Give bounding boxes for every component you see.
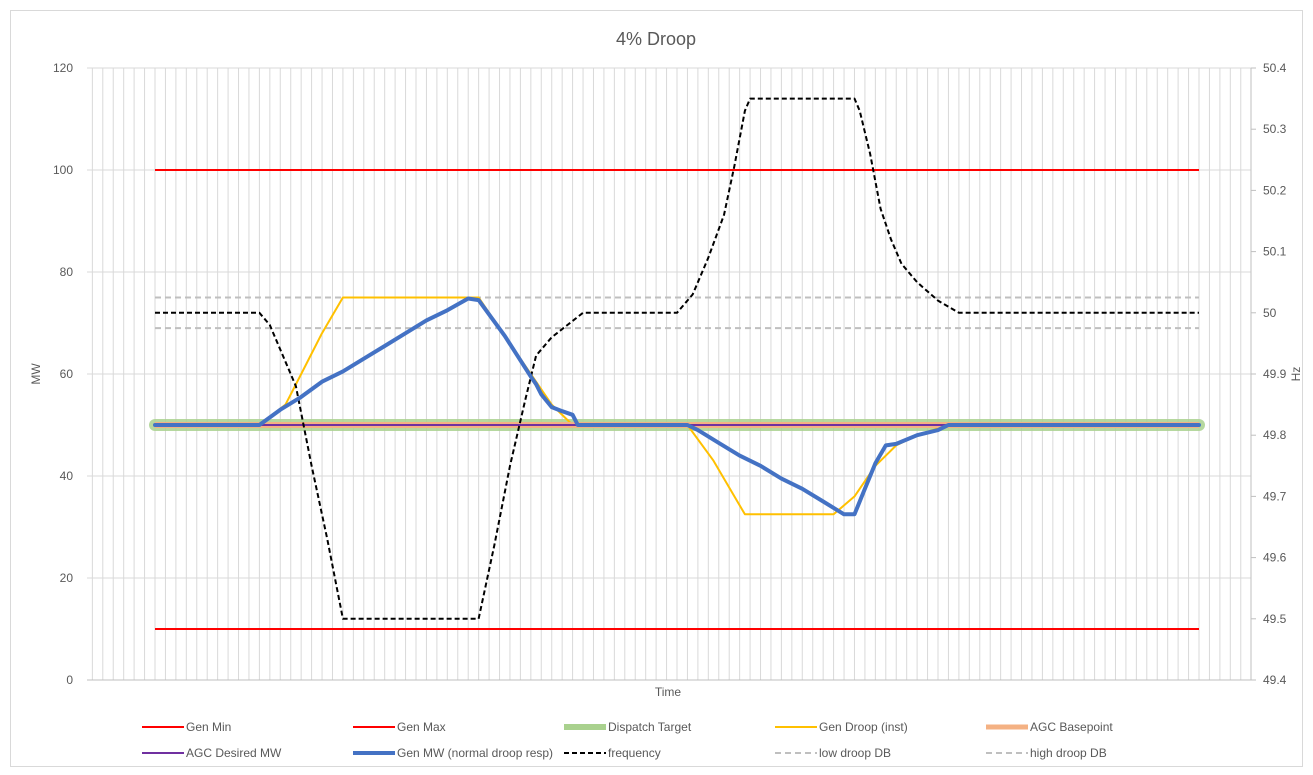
x-axis-label: Time (655, 685, 682, 699)
y-tick-label: 0 (66, 673, 73, 687)
y2-tick-label: 50.1 (1263, 245, 1287, 259)
chart-frame (10, 10, 1303, 767)
y2-tick-label: 49.4 (1263, 673, 1287, 687)
legend-label-agc-basepoint: AGC Basepoint (1030, 720, 1113, 734)
legend-label-gen-max: Gen Max (397, 720, 446, 734)
y2-tick-label: 50 (1263, 306, 1277, 320)
y-tick-label: 120 (53, 61, 73, 75)
grid-layer (87, 67, 1251, 681)
y2-tick-label: 49.7 (1263, 489, 1287, 503)
legend: Gen Min Gen Max Dispatch Target Gen Droop (… (142, 720, 1113, 760)
legend-label-high-droop-db: high droop DB (1030, 746, 1107, 760)
y-axis-label: MW (29, 363, 43, 385)
series-line-gen-mw-normal-droop-resp (153, 296, 1201, 517)
legend-label-frequency: frequency (608, 746, 661, 760)
legend-label-gen-mw-normal-droop-resp: Gen MW (normal droop resp) (397, 746, 553, 760)
axis-layer: 0 20 40 60 80 100 120 49.4 49.5 49.6 49.7 49.8 49.9 5… (53, 61, 1287, 687)
legend-label-gen-droop-inst: Gen Droop (inst) (819, 720, 908, 734)
y-tick-label: 40 (60, 469, 74, 483)
y2-tick-label: 49.8 (1263, 428, 1287, 442)
y2-tick-label: 50.2 (1263, 183, 1287, 197)
chart-title: 4% Droop (616, 29, 696, 49)
legend-label-gen-min: Gen Min (186, 720, 231, 734)
y2-tick-label: 49.5 (1263, 612, 1287, 626)
legend-label-low-droop-db: low droop DB (819, 746, 891, 760)
y-tick-label: 80 (60, 265, 74, 279)
y-tick-label: 100 (53, 163, 73, 177)
y2-tick-label: 50.3 (1263, 122, 1287, 136)
y2-axis-label: Hz (1289, 367, 1303, 382)
legend-label-agc-desired-mw: AGC Desired MW (186, 746, 282, 760)
legend-label-dispatch-target: Dispatch Target (608, 720, 692, 734)
y-tick-label: 20 (60, 571, 74, 585)
y-tick-label: 60 (60, 367, 74, 381)
y2-tick-label: 49.6 (1263, 551, 1287, 565)
y2-tick-label: 49.9 (1263, 367, 1287, 381)
y2-tick-label: 50.4 (1263, 61, 1287, 75)
series-line-frequency (155, 97, 1199, 620)
series-layer (149, 97, 1205, 630)
